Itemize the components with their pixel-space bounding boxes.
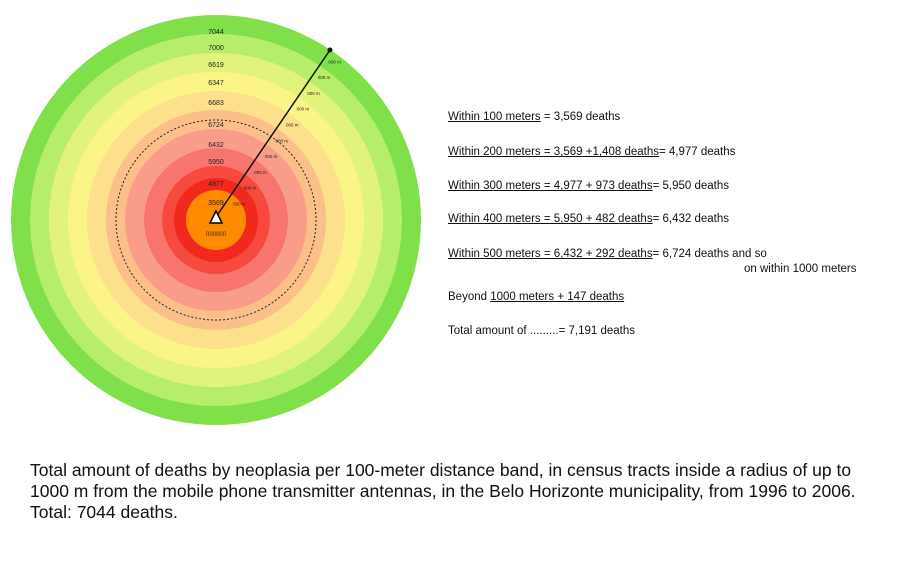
stat-within-300-label: Within 300 meters = 4,977 + 973 deaths <box>448 180 653 192</box>
stat-beyond-1000-label: Beyond <box>448 291 491 303</box>
stat-total: Total amount of .........= 7,191 deaths <box>448 324 635 338</box>
ring-count-label: 5950 <box>208 159 224 166</box>
center-count-label: 000000 <box>206 232 227 238</box>
antenna-icon <box>208 209 224 224</box>
stat-beyond-1000: Beyond 1000 meters + 147 deaths <box>448 290 624 304</box>
stat-within-400-label: Within 400 meters = 5,950 + 482 deaths <box>448 213 653 225</box>
stat-within-200-value: = 4,977 deaths <box>658 146 736 158</box>
stat-within-200-label: Within 200 meters = 3,569 +1,408 deaths <box>448 146 659 158</box>
stat-within-200: Within 200 meters = 3,569 +1,408 deaths=… <box>448 145 735 159</box>
distance-marker-label: 000 m <box>275 138 288 143</box>
concentric-distance-diagram: 7044 7000 6619 6347 6683 6724 6432 5950 4977 3569… <box>11 15 421 425</box>
stat-beyond-1000-value: 1000 meters + 147 deaths <box>490 291 625 303</box>
stat-total-text: Total amount of .........= 7,191 deaths <box>448 325 635 337</box>
stat-within-100: Within 100 meters = 3,569 deaths <box>448 110 620 124</box>
ring-count-label: 6724 <box>208 122 224 129</box>
distance-marker-label: 000 m <box>297 107 310 112</box>
ring-count-label: 7000 <box>208 45 224 52</box>
distance-marker-label: 000 m <box>254 170 267 175</box>
ring-count-label: 6683 <box>208 100 224 107</box>
distance-marker-label: 000 m <box>328 59 341 64</box>
distance-marker-label: 000 m <box>286 122 299 127</box>
stat-within-500-label: Within 500 meters = 6,432 + 292 deaths <box>448 248 653 260</box>
ring-count-label: 3569 <box>208 200 224 207</box>
distance-marker-label: 000 m <box>233 201 246 206</box>
ring-count-label: 7044 <box>208 29 224 36</box>
stat-within-500-continued: on within 1000 meters <box>744 262 857 276</box>
stat-within-400-value: = 6,432 deaths <box>652 213 729 225</box>
dashed-500m-boundary <box>115 119 317 321</box>
distance-marker-label: 000 m <box>318 75 331 80</box>
radius-end-dot <box>327 47 333 53</box>
stat-within-300-value: = 5,950 deaths <box>652 180 729 192</box>
ring-count-label: 4977 <box>208 181 224 188</box>
distance-marker-label: 000 m <box>265 154 278 159</box>
distance-marker-label: 000 m <box>307 91 320 96</box>
stat-within-300: Within 300 meters = 4,977 + 973 deaths= … <box>448 179 729 193</box>
distance-marker-label: 000 m <box>244 186 257 191</box>
figure-caption: Total amount of deaths by neoplasia per … <box>30 460 856 522</box>
stat-within-500-continued-text: on within 1000 meters <box>744 263 857 275</box>
stat-within-100-label: Within 100 meters <box>448 111 541 123</box>
stat-within-400: Within 400 meters = 5,950 + 482 deaths= … <box>448 212 729 226</box>
ring-count-label: 6619 <box>208 62 224 69</box>
ring-count-label: 6432 <box>208 142 224 149</box>
stat-within-500-value: = 6,724 deaths and so <box>652 248 767 260</box>
radius-line <box>215 49 331 218</box>
stat-within-100-value: = 3,569 deaths <box>540 111 621 123</box>
ring-count-label: 6347 <box>208 80 224 87</box>
stat-within-500: Within 500 meters = 6,432 + 292 deaths= … <box>448 247 767 261</box>
